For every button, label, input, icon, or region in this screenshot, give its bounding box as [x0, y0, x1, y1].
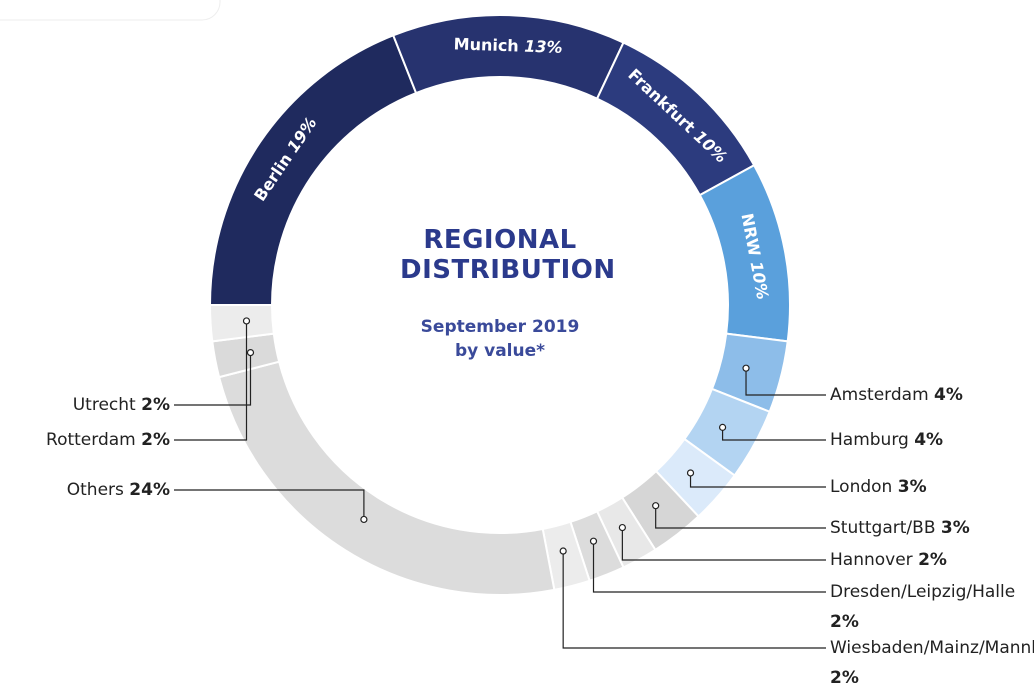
segment-label: Munich 13% — [453, 34, 562, 56]
leader-line — [655, 505, 826, 529]
segment-label: Amsterdam 4% — [830, 380, 1025, 410]
center-text: REGIONAL DISTRIBUTION September 2019 by … — [380, 225, 620, 363]
segment-label: Stuttgart/BB 3% — [830, 513, 1025, 543]
leader-dot — [652, 502, 660, 510]
segment-value: 4% — [914, 430, 944, 450]
chart-subtitle: September 2019 by value* — [420, 317, 580, 361]
segment-value: 2% — [141, 430, 170, 450]
segment-name: Amsterdam — [830, 385, 929, 405]
segment-label: Hamburg 4% — [830, 425, 1025, 455]
segment-value: 2% — [141, 395, 170, 415]
leader-line — [174, 352, 252, 406]
segment-label: Others 24% — [0, 475, 170, 505]
leader-dot — [742, 364, 750, 372]
segment-label: Hannover 2% — [830, 545, 1025, 575]
segment-label: Dresden/Leipzig/Halle 2% — [830, 577, 1025, 637]
leader-line — [689, 472, 826, 488]
segment-name: Hannover — [830, 550, 913, 570]
segment — [391, 14, 625, 101]
leader-dot — [589, 537, 598, 545]
leader-line — [174, 489, 365, 520]
leader-dot — [718, 423, 727, 431]
segment-value: 13% — [524, 36, 563, 56]
panel-edge — [0, 0, 221, 21]
segment-label: Utrecht 2% — [0, 390, 170, 420]
leader-dot — [686, 469, 695, 477]
segment-name: London — [830, 477, 893, 497]
segment-name: Hamburg — [830, 430, 909, 450]
leader-line — [174, 320, 248, 441]
segment-label: Rotterdam 2% — [0, 425, 170, 455]
leader-dot — [242, 317, 251, 325]
segment-value: 3% — [897, 477, 927, 497]
segment — [698, 163, 791, 343]
segment-name: Wiesbaden/Mainz/Mannheim — [830, 638, 1034, 658]
segment-label: London 3% — [830, 472, 1025, 502]
segment-value: 3% — [940, 518, 970, 538]
segment-value: 4% — [934, 385, 963, 405]
segment-name: Munich — [453, 34, 519, 55]
segment-name: Others — [66, 480, 124, 500]
leader-line — [592, 541, 826, 593]
segment-value: 24% — [129, 480, 170, 500]
center-block: REGIONAL DISTRIBUTION September 2019 by … — [380, 225, 620, 363]
leader-dot — [246, 348, 255, 357]
segment-name: Rotterdam — [46, 430, 136, 450]
leader-line — [745, 368, 826, 396]
segment-label: Wiesbaden/Mainz/Mannheim 2% — [830, 633, 1034, 688]
segment-name: Utrecht — [72, 395, 136, 415]
segment-value: 2% — [830, 612, 859, 632]
segment-value: 2% — [830, 668, 859, 688]
chart-title: REGIONAL DISTRIBUTION — [400, 225, 616, 285]
segment-name: Dresden/Leipzig/Halle — [830, 582, 1016, 602]
leader-dot — [360, 515, 368, 524]
segment-value: 2% — [918, 550, 947, 570]
leader-line — [562, 551, 826, 649]
segment-name: Stuttgart/BB — [830, 518, 936, 538]
segment — [208, 304, 275, 343]
leader-dot — [618, 523, 626, 532]
leader-line — [721, 427, 826, 441]
leader-line — [621, 527, 826, 561]
leader-dot — [559, 547, 567, 555]
